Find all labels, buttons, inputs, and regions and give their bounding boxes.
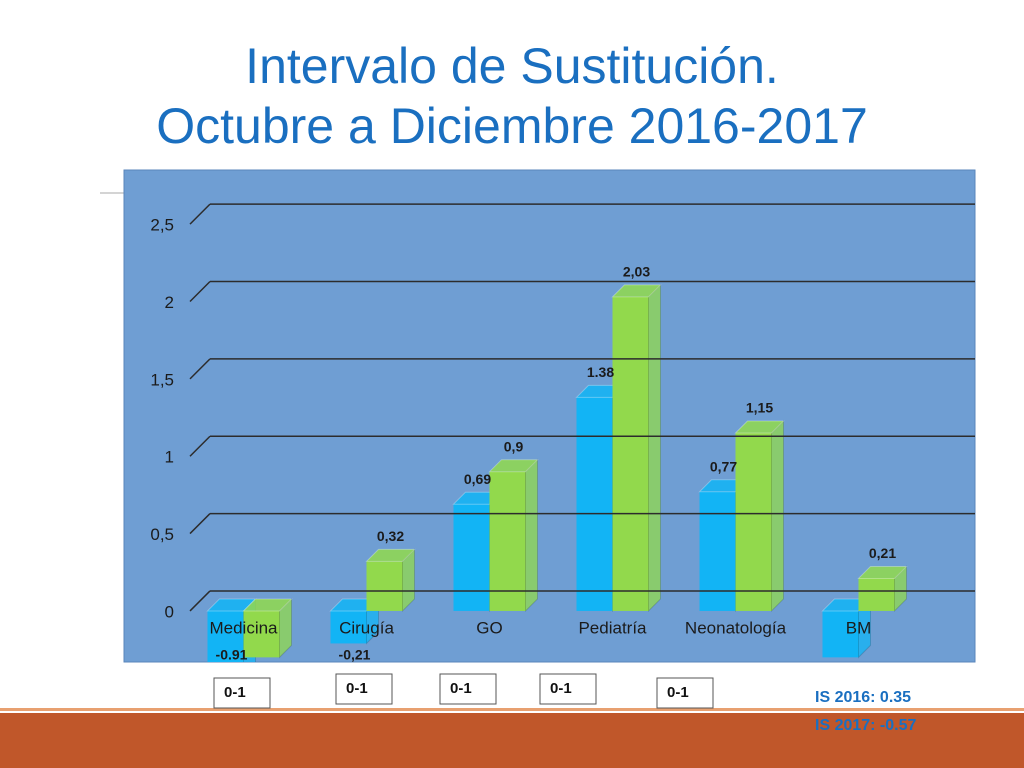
x-tick-label: Medicina bbox=[209, 618, 278, 637]
range-box bbox=[213, 677, 271, 709]
bar bbox=[243, 610, 280, 658]
range-box-label: 0-1 bbox=[224, 684, 246, 701]
y-tick-label: 0 bbox=[165, 602, 174, 621]
bar-side bbox=[648, 283, 661, 613]
x-tick-label: Pediatría bbox=[578, 618, 647, 637]
bar bbox=[330, 610, 367, 644]
x-tick-label: Neonatología bbox=[685, 618, 787, 637]
band-line bbox=[0, 708, 1024, 711]
data-label: 1.38 bbox=[587, 364, 614, 380]
data-label: 2,03 bbox=[623, 264, 650, 280]
title-line: Intervalo de Sustitución. bbox=[245, 38, 779, 94]
bar bbox=[735, 433, 772, 611]
data-label: 0,9 bbox=[504, 438, 524, 454]
range-box-label: 0-1 bbox=[346, 680, 368, 697]
bar bbox=[489, 471, 526, 611]
bar-side bbox=[771, 419, 784, 613]
grid-line bbox=[189, 358, 211, 380]
y-tick-label: 2,5 bbox=[150, 216, 174, 235]
bar-top bbox=[242, 598, 293, 612]
bar-top bbox=[734, 420, 785, 434]
note: IS 2017: -0.57 bbox=[815, 717, 917, 734]
range-box-label: 0-1 bbox=[450, 680, 472, 697]
bar bbox=[612, 296, 649, 611]
bar-top bbox=[611, 284, 662, 298]
footer-band bbox=[0, 713, 1024, 768]
y-tick-label: 1,5 bbox=[150, 370, 174, 389]
x-tick-label: GO bbox=[476, 618, 502, 637]
grid-line bbox=[189, 435, 211, 457]
bar-top bbox=[488, 459, 539, 473]
data-label: 0,77 bbox=[710, 459, 737, 475]
range-box-label: 0-1 bbox=[550, 680, 572, 697]
x-tick-label: Cirugía bbox=[339, 618, 394, 637]
data-label: 0,21 bbox=[869, 545, 896, 561]
range-box bbox=[335, 673, 393, 705]
y-tick-label: 0,5 bbox=[150, 525, 174, 544]
grid-line bbox=[189, 203, 211, 225]
data-label: 0,69 bbox=[464, 471, 491, 487]
bar-top bbox=[365, 548, 416, 562]
bar bbox=[366, 561, 403, 611]
bar bbox=[453, 504, 490, 611]
grid-line bbox=[189, 280, 211, 303]
bar bbox=[576, 397, 613, 611]
data-label: 1,15 bbox=[746, 400, 773, 416]
grid-line bbox=[189, 590, 211, 612]
data-label: -0.91 bbox=[216, 647, 248, 663]
range-box bbox=[439, 673, 497, 705]
range-box bbox=[539, 673, 597, 705]
y-tick-label: 2 bbox=[165, 293, 174, 312]
data-label: -0,21 bbox=[339, 647, 371, 663]
bar-top bbox=[857, 565, 908, 579]
bar bbox=[822, 610, 859, 658]
plot-area bbox=[123, 169, 976, 663]
title-line: Octubre a Diciembre 2016-2017 bbox=[156, 98, 868, 154]
bar bbox=[858, 578, 895, 611]
grid-line bbox=[189, 513, 211, 535]
bar-side bbox=[525, 458, 538, 613]
bar bbox=[207, 610, 244, 662]
x-tick-label: BM bbox=[846, 618, 872, 637]
note: IS 2016: 0.35 bbox=[815, 689, 911, 706]
bars bbox=[206, 283, 908, 662]
data-label: 0,32 bbox=[377, 528, 404, 544]
bar bbox=[699, 491, 736, 611]
y-tick-label: 1 bbox=[165, 448, 174, 467]
range-box bbox=[656, 677, 714, 709]
range-box-label: 0-1 bbox=[667, 684, 689, 701]
